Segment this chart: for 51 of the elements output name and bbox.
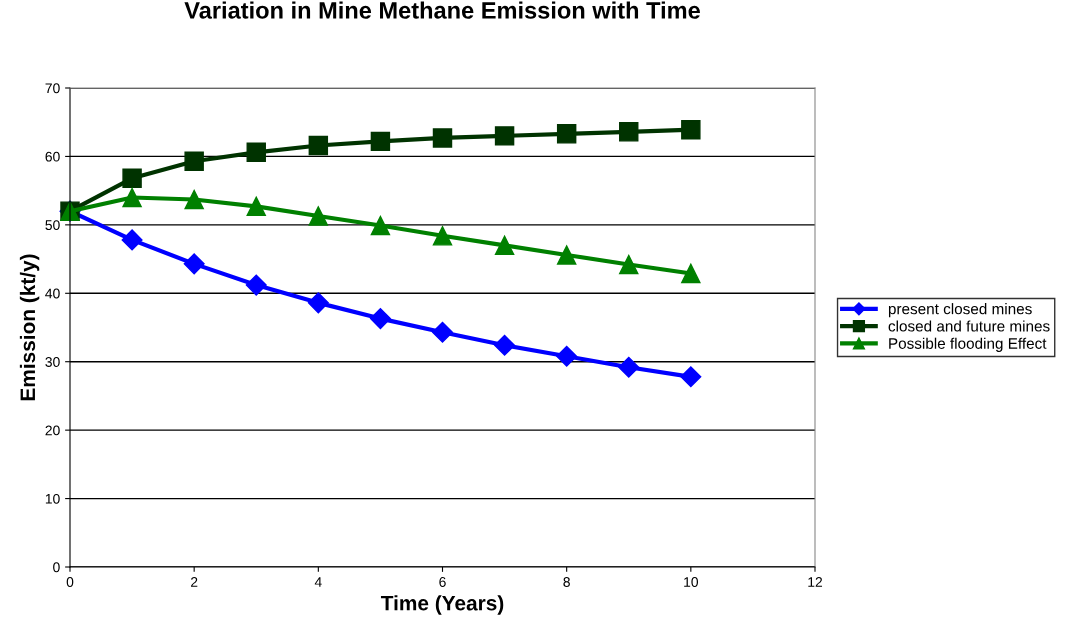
y-tick-label: 30: [45, 357, 60, 367]
y-tick-label: 70: [45, 83, 60, 94]
chart-title: Variation in Mine Methane Emission with Time: [184, 1, 700, 19]
point: [184, 151, 204, 171]
point: [308, 135, 329, 156]
point: [121, 229, 143, 251]
point: [556, 124, 577, 144]
x-tick-label: 6: [439, 577, 446, 587]
y-tick-label: 20: [45, 425, 60, 436]
point: [681, 120, 701, 140]
point: [494, 235, 515, 256]
y-tick-label: 40: [45, 288, 60, 299]
legend-label: Possible flooding Effect: [889, 337, 1047, 352]
legend-label: closed and future mines: [888, 320, 1050, 332]
x-tick-label: 8: [563, 577, 570, 587]
point: [680, 366, 702, 388]
y-tick-label: 50: [45, 220, 60, 231]
point: [556, 345, 578, 367]
point: [307, 292, 329, 314]
y-tick-label: 0: [53, 562, 60, 573]
point: [308, 206, 329, 226]
x-tick-label: 12: [808, 577, 823, 587]
point: [681, 263, 701, 284]
x-axis-title: Time (Years): [380, 595, 504, 615]
point: [431, 321, 454, 343]
point: [184, 189, 204, 210]
point: [432, 226, 453, 246]
point: [370, 215, 391, 236]
point: [494, 334, 516, 356]
point: [432, 128, 453, 148]
x-tick-label: 0: [66, 577, 74, 587]
y-tick-label: 10: [45, 493, 60, 504]
point: [556, 245, 577, 265]
x-tick-label: 10: [684, 577, 699, 587]
point: [246, 142, 266, 163]
point: [494, 126, 515, 146]
point: [618, 356, 640, 378]
y-axis-title: Emission (kt/y): [19, 254, 40, 401]
point: [619, 122, 639, 142]
y-tick-label: 60: [45, 151, 60, 162]
point: [369, 308, 391, 330]
point: [370, 131, 391, 152]
point: [122, 168, 142, 189]
point: [245, 274, 267, 296]
x-tick-label: 4: [314, 577, 322, 587]
legend-label: present closed mines: [888, 303, 1032, 318]
point: [246, 196, 266, 217]
x-tick-label: 2: [191, 577, 198, 587]
point: [619, 254, 639, 275]
point: [183, 253, 205, 275]
point: [122, 187, 142, 208]
